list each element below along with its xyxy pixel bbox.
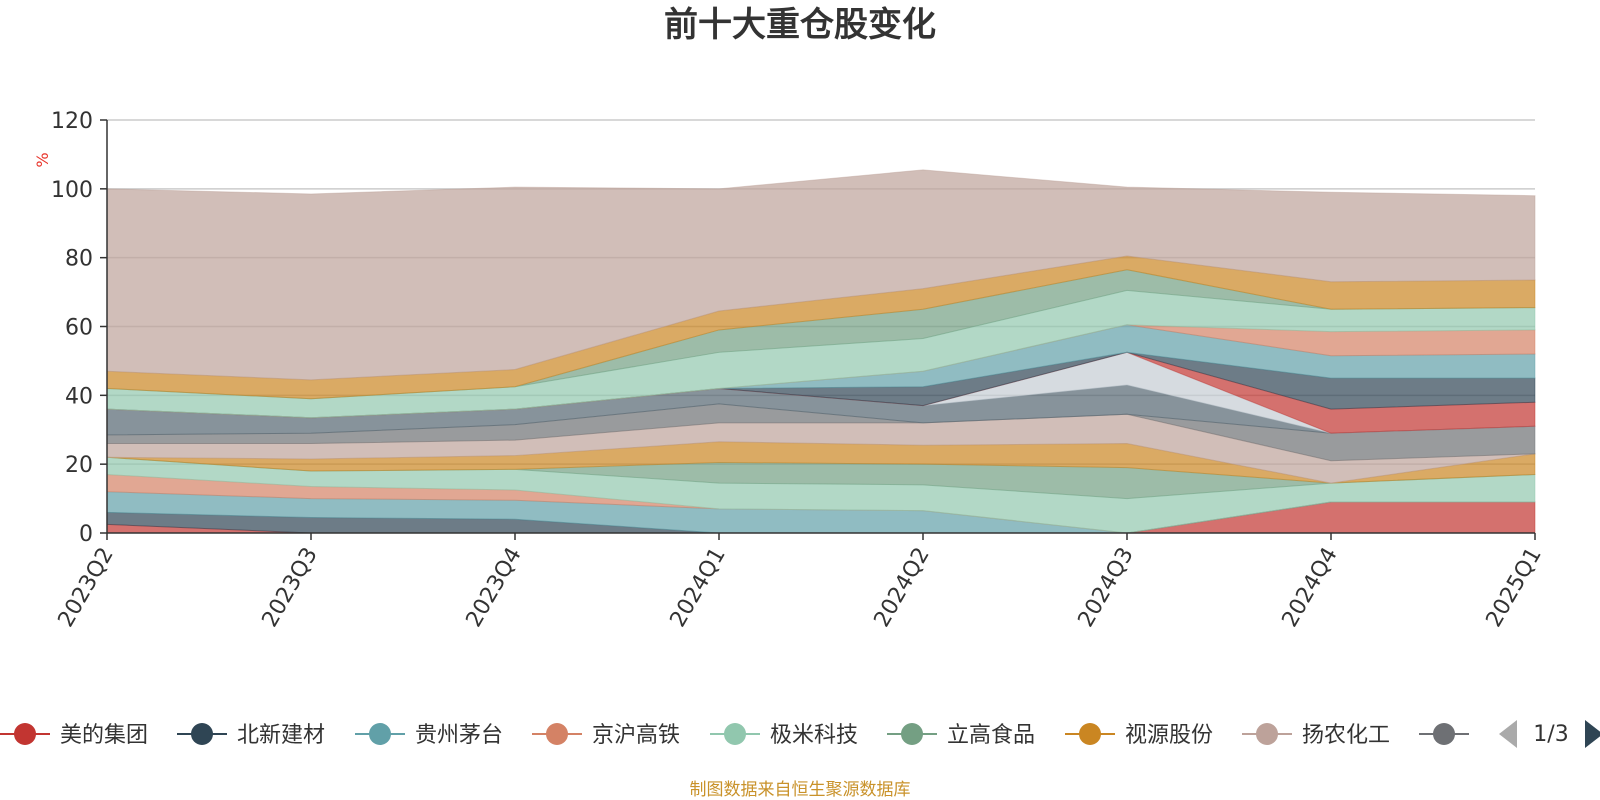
legend-circle-icon — [191, 723, 213, 745]
x-tick-label: 2024Q4 — [1278, 543, 1343, 631]
legend-item-7[interactable]: 视源股份 — [1065, 723, 1213, 748]
x-tick-label: 2024Q1 — [666, 543, 731, 631]
legend-label: 立高食品 — [947, 723, 1035, 748]
legend-label: 贵州茅台 — [415, 723, 503, 748]
area-series-8 — [106, 413, 1536, 484]
y-axis-unit: % — [33, 152, 52, 167]
legend-label: 京沪高铁 — [592, 723, 680, 748]
legend-circle-icon — [901, 723, 923, 745]
area-series-19 — [106, 169, 1536, 381]
y-tick-labels: 0 20 40 60 80 100 120 — [51, 109, 93, 547]
legend-item-2[interactable]: 北新建材 — [177, 723, 325, 748]
x-tick-label: 2023Q3 — [258, 543, 323, 631]
data-source-note: 制图数据来自恒生聚源数据库 — [690, 780, 911, 800]
area-series-16 — [106, 289, 1536, 419]
x-tick-labels: 2023Q2 2023Q3 2023Q4 2024Q1 2024Q2 2024Q3 2024… — [54, 543, 1547, 631]
legend[interactable]: 美的集团 北新建材 贵州茅台 京沪高铁 极米科技 立高食品 视源股份 扬农化工 — [0, 723, 1469, 748]
legend-circle-icon — [369, 723, 391, 745]
legend-label: 北新建材 — [237, 723, 325, 748]
area-series-9 — [106, 403, 1536, 462]
legend-page-indicator: 1/3 — [1533, 722, 1568, 747]
x-tick-label: 2024Q3 — [1074, 543, 1139, 631]
axes — [100, 119, 1536, 540]
legend-item-4[interactable]: 京沪高铁 — [532, 723, 680, 748]
legend-label: 美的集团 — [60, 723, 148, 748]
area-series-18 — [106, 255, 1536, 400]
legend-next-icon[interactable] — [1585, 720, 1600, 748]
legend-prev-icon[interactable] — [1499, 720, 1517, 748]
legend-pager: 1/3 — [1499, 720, 1600, 748]
x-tick-label: 2025Q1 — [1482, 543, 1547, 631]
legend-label: 扬农化工 — [1302, 723, 1390, 748]
legend-item-6[interactable]: 立高食品 — [887, 723, 1035, 748]
legend-circle-icon — [1079, 723, 1101, 745]
legend-item-1[interactable]: 美的集团 — [0, 723, 148, 748]
y-tick-label: 120 — [51, 109, 93, 134]
legend-circle-icon — [1256, 723, 1278, 745]
x-tick-label: 2024Q2 — [870, 543, 935, 631]
legend-circle-icon — [1433, 723, 1455, 745]
legend-circle-icon — [14, 723, 36, 745]
x-tick-label: 2023Q4 — [462, 543, 527, 631]
legend-circle-icon — [546, 723, 568, 745]
legend-item-partial[interactable] — [1419, 723, 1469, 745]
legend-label: 视源股份 — [1125, 723, 1213, 748]
legend-circle-icon — [724, 723, 746, 745]
chart-title: 前十大重仓股变化 — [664, 5, 936, 45]
area-series — [106, 169, 1536, 534]
x-tick-label: 2023Q2 — [54, 543, 119, 631]
y-tick-label: 20 — [65, 453, 93, 478]
y-tick-label: 100 — [51, 178, 93, 203]
legend-item-5[interactable]: 极米科技 — [710, 723, 858, 748]
area-series-5 — [106, 456, 1536, 534]
y-tick-label: 40 — [65, 384, 93, 409]
area-series-7 — [106, 441, 1536, 484]
legend-item-8[interactable]: 扬农化工 — [1242, 723, 1390, 748]
y-tick-label: 0 — [79, 522, 93, 547]
y-tick-label: 80 — [65, 247, 93, 272]
legend-item-3[interactable]: 贵州茅台 — [355, 723, 503, 748]
legend-label: 极米科技 — [770, 723, 858, 748]
y-tick-label: 60 — [65, 316, 93, 341]
